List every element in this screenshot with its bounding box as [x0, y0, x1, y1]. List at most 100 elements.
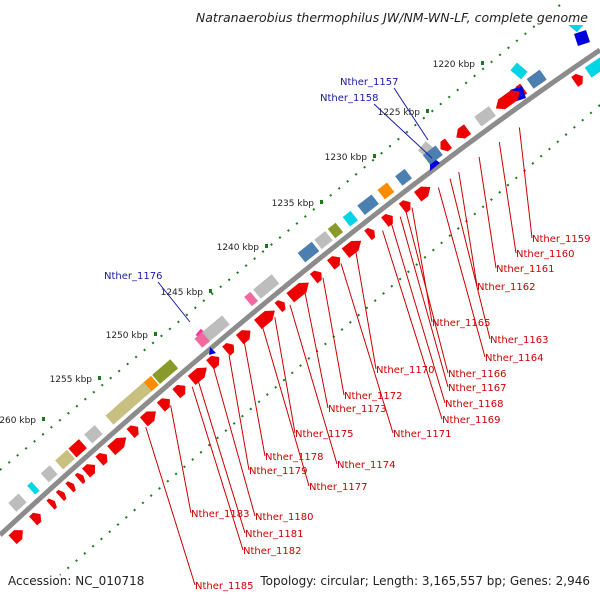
- reverse-gene: [504, 90, 520, 105]
- forward-gene-outer: [495, 94, 513, 110]
- reverse-gene: [526, 69, 547, 89]
- reverse-gene: [297, 241, 320, 263]
- gene-labels: Nther_1159 Nther_1160 Nther_1161 Nther_1162…: [104, 77, 590, 592]
- forward-gene: [29, 512, 42, 526]
- reverse-gene: [68, 439, 87, 458]
- label-leader-line: [390, 223, 446, 404]
- forward-gene: [46, 498, 57, 510]
- tick-mark: [98, 376, 101, 380]
- tick-mark: [265, 244, 268, 248]
- label-leader-line: [197, 381, 246, 534]
- genome-backbone: [0, 47, 600, 537]
- label-leader-line: [213, 368, 256, 517]
- forward-gene: [65, 481, 76, 493]
- gene-label: Nther_1177: [309, 482, 367, 493]
- label-leader-line: [274, 317, 296, 434]
- forward-gene: [126, 425, 139, 439]
- reverse-gene: [152, 359, 179, 384]
- gene-label: Nther_1160: [516, 249, 574, 260]
- gene-label: Nther_1164: [485, 353, 543, 364]
- gene-label: Nther_1175: [295, 429, 353, 440]
- gene-label: Nther_1174: [337, 460, 395, 471]
- gene-label: Nther_1165: [432, 318, 490, 329]
- forward-gene: [309, 270, 322, 284]
- label-leader-line: [449, 178, 491, 340]
- tick-label: 1240 kbp: [217, 243, 260, 253]
- reverse-gene: [342, 210, 358, 227]
- label-leader-line: [478, 156, 497, 269]
- reverse-gene: [314, 230, 333, 250]
- gene-label: Nther_1182: [243, 546, 301, 557]
- forward-gene: [206, 355, 220, 370]
- forward-gene: [187, 367, 207, 385]
- reverse-gene: [395, 168, 412, 186]
- gene-label: Nther_1172: [344, 391, 402, 402]
- reverse-gene: [377, 182, 395, 200]
- forward-gene-outer: [474, 106, 496, 127]
- label-leader-line: [405, 212, 449, 374]
- reverse-gene: [422, 145, 443, 165]
- reverse-gene: [55, 449, 76, 470]
- tick-label: 1255 kbp: [50, 375, 93, 385]
- forward-strand-genes: [8, 11, 600, 545]
- label-leader-line: [157, 281, 191, 323]
- forward-gene: [254, 310, 275, 330]
- label-leader-line: [373, 103, 433, 159]
- reverse-gene: [8, 493, 27, 512]
- gene-label: Nther_1157: [340, 77, 398, 88]
- tick-label: 1225 kbp: [378, 108, 421, 118]
- label-leader-line: [322, 277, 345, 396]
- label-leader-line: [393, 87, 429, 141]
- gene-label: Nther_1163: [490, 335, 548, 346]
- label-leader-line: [304, 292, 329, 409]
- tick-mark: [320, 200, 323, 204]
- reverse-gene: [105, 399, 132, 425]
- forward-gene: [584, 57, 600, 78]
- label-leader-line: [518, 127, 533, 239]
- label-leader-line: [243, 342, 266, 457]
- label-leader-line: [191, 386, 244, 551]
- tick-label: 1245 kbp: [161, 288, 204, 298]
- forward-gene: [381, 213, 393, 227]
- label-leader-line: [289, 304, 338, 465]
- tick-label: 1230 kbp: [325, 153, 368, 163]
- reverse-gene: [40, 465, 58, 483]
- gene-label: Nther_1183: [191, 509, 249, 520]
- tick-mark: [154, 332, 157, 336]
- forward-gene: [82, 464, 95, 478]
- gene-label: Nther_1169: [442, 415, 500, 426]
- gene-label: Nther_1166: [448, 369, 506, 380]
- gene-marker-blue2: [574, 30, 590, 46]
- forward-gene-outer: [456, 124, 472, 139]
- label-leader-line: [437, 187, 486, 358]
- forward-gene: [55, 489, 67, 501]
- tick-mark: [373, 154, 376, 158]
- forward-gene-outer: [440, 138, 453, 152]
- forward-gene: [571, 73, 583, 87]
- label-leader-line: [498, 142, 517, 254]
- label-leader-line: [382, 230, 443, 420]
- genome-summary-text: Topology: circular; Length: 3,165,557 bp…: [260, 574, 590, 588]
- forward-gene: [222, 343, 235, 356]
- forward-gene: [286, 282, 309, 303]
- forward-gene: [398, 200, 411, 214]
- gene-label: Nther_1168: [445, 399, 503, 410]
- label-leader-line: [262, 327, 310, 487]
- label-leader-line: [458, 171, 478, 287]
- forward-gene: [139, 411, 156, 427]
- reverse-gene: [194, 332, 210, 348]
- tick-mark: [209, 289, 212, 293]
- gene-label: Nther_1167: [448, 383, 506, 394]
- tick-mark: [42, 417, 45, 421]
- forward-gene: [107, 437, 127, 456]
- tick-label: 1250 kbp: [106, 331, 149, 341]
- gene-label: Nther_1185: [195, 581, 253, 592]
- label-leader-line: [228, 355, 250, 471]
- forward-gene: [364, 227, 376, 241]
- forward-gene: [327, 256, 341, 270]
- gene-label: Nther_1171: [393, 429, 451, 440]
- forward-gene: [172, 384, 186, 399]
- forward-gene: [274, 300, 286, 313]
- forward-gene: [95, 453, 108, 466]
